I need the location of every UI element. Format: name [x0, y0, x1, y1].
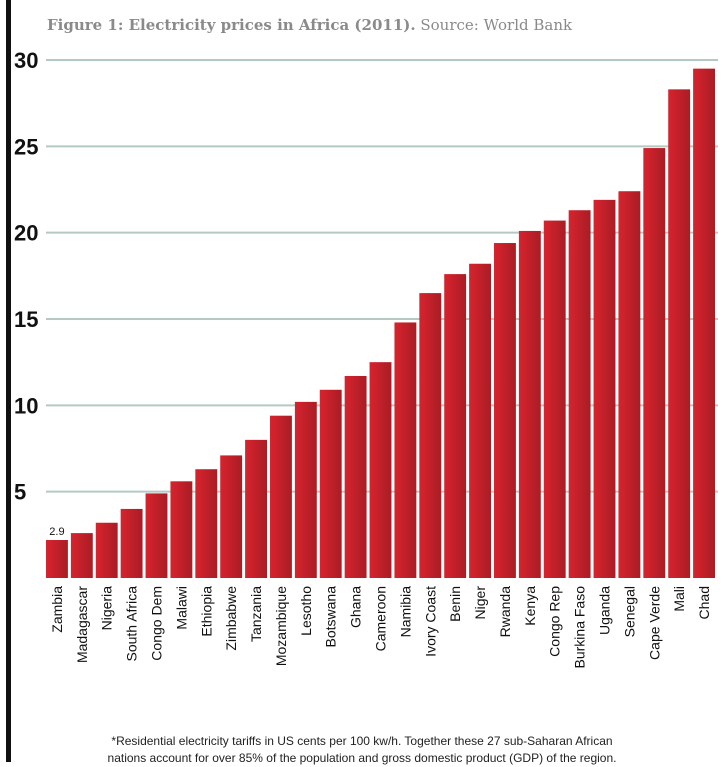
x-tick-label: Rwanda [497, 586, 513, 638]
bar-malawi [170, 481, 193, 578]
x-tick-label: Mali [671, 586, 687, 612]
x-tick-label: Niger [472, 586, 488, 620]
x-tick-label: Chad [696, 586, 712, 619]
bar-botswana [319, 389, 342, 578]
bar-cape-verde [643, 148, 666, 578]
bar-namibia [394, 322, 417, 578]
bar-tanzania [245, 439, 267, 578]
bar-uganda [593, 199, 616, 579]
y-tick-label-20: 20 [14, 221, 38, 246]
y-tick-label-15: 15 [14, 307, 38, 332]
bar-congo-rep [543, 220, 566, 578]
x-tick-label: Congo Dem [149, 586, 165, 661]
bar-chad [693, 68, 715, 578]
bar-nigeria [95, 522, 118, 578]
x-tick-label: Madagascar [74, 586, 90, 663]
x-tick-label: Zimbabwe [223, 586, 239, 651]
bar-south-africa [120, 508, 143, 578]
x-tick-label: Zambia [49, 586, 65, 633]
x-tick-label: Botswana [323, 586, 339, 648]
bar-madagascar [70, 533, 93, 578]
y-tick-label-10: 10 [14, 393, 38, 418]
x-tick-label: Uganda [597, 586, 613, 635]
x-tick-label: Namibia [397, 586, 413, 638]
x-tick-label: Ghana [348, 586, 364, 628]
bar-niger [469, 263, 491, 578]
x-tick-label: Nigeria [99, 586, 115, 631]
x-tick-label: Ivory Coast [422, 586, 438, 657]
bar-chart: 5 10 15 20 25 30 Zambia Madagascar Nigeria South … [14, 48, 718, 669]
figure-caption: Figure 1: Electricity prices in Africa (… [47, 16, 572, 34]
bar-benin [444, 274, 467, 578]
x-tick-label: Cameroon [373, 586, 389, 651]
bar-burkina-faso [568, 210, 591, 578]
left-border [6, 0, 11, 762]
bar-congo-dem [145, 493, 168, 578]
bar-mali [668, 89, 691, 578]
bar-zambia [46, 540, 68, 578]
x-tick-label: Benin [447, 586, 463, 622]
caption-label: Figure 1: Electricity prices in Africa (… [47, 16, 416, 34]
caption-source: Source: World Bank [420, 16, 573, 34]
bar-cameroon [369, 362, 392, 578]
bar-lesotho [294, 401, 317, 578]
bar-kenya [518, 230, 541, 578]
x-tick-label: Burkina Faso [572, 586, 588, 669]
x-tick-label: Mozambique [273, 586, 289, 666]
x-tick-label: Tanzania [248, 586, 264, 642]
y-tick-label-5: 5 [14, 480, 26, 505]
y-tick-label-30: 30 [14, 48, 38, 73]
x-tick-label: Lesotho [298, 586, 314, 636]
bar-senegal [618, 191, 641, 578]
footnote-line-2: nations account for over 85% of the popu… [107, 751, 617, 765]
bar-ethiopia [195, 469, 218, 578]
data-label: 2.9 [49, 526, 64, 538]
footnote-line-1: *Residential electricity tariffs in US c… [111, 734, 613, 748]
x-tick-label: Malawi [173, 586, 189, 630]
y-tick-label-25: 25 [14, 134, 38, 159]
bar-ivory-coast [419, 293, 442, 578]
bar-zimbabwe [220, 455, 243, 578]
x-tick-label: Ethiopia [198, 586, 214, 637]
x-tick-label: Kenya [522, 586, 538, 626]
bar-rwanda [494, 243, 516, 578]
x-tick-label: Congo Rep [547, 586, 563, 657]
bar-mozambique [270, 415, 292, 578]
x-tick-label: Senegal [621, 586, 637, 637]
x-tick-label: Cape Verde [646, 586, 662, 660]
x-tick-label: South Africa [124, 586, 140, 662]
bar-ghana [344, 375, 367, 578]
